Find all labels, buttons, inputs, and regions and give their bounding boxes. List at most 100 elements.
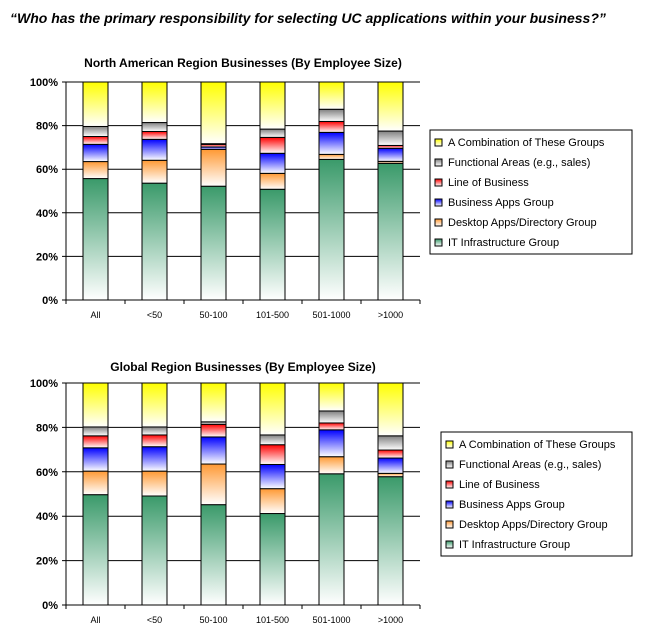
bar-segment: [82, 136, 109, 145]
bar-segment: [259, 513, 286, 606]
bar-segment: [82, 178, 109, 301]
bar-segment: [259, 81, 286, 130]
bar-segment: [318, 131, 345, 155]
bar-segment: [141, 122, 168, 132]
x-tick-label: 501-1000: [312, 310, 350, 320]
bar-segment: [377, 147, 404, 162]
bar-segment: [318, 473, 345, 606]
bar-segment: [200, 423, 227, 438]
y-tick-label: 40%: [36, 511, 58, 523]
bar-segment: [82, 382, 109, 428]
legend-label: Business Apps Group: [459, 499, 565, 511]
bar-segment: [318, 108, 345, 122]
x-tick-label: 50-100: [199, 310, 227, 320]
y-tick-label: 60%: [36, 164, 58, 176]
bar-segment: [259, 434, 286, 446]
legend-label: A Combination of These Groups: [459, 439, 616, 451]
bar-segment: [82, 470, 109, 496]
bar-segment: [377, 435, 404, 451]
x-tick-label: >1000: [378, 615, 403, 625]
bar-segment: [141, 182, 168, 301]
bar-segment: [259, 463, 286, 490]
bar-segment: [377, 162, 404, 301]
bar-segment: [82, 494, 109, 606]
y-tick-label: 40%: [36, 208, 58, 220]
bar-segment: [82, 447, 109, 472]
legend-swatch: [445, 440, 454, 449]
bar-segment: [200, 81, 227, 145]
bar-segment: [200, 504, 227, 606]
bar-segment: [82, 143, 109, 163]
bar-segment: [259, 382, 286, 436]
legend: A Combination of These Groups Functional …: [429, 129, 633, 255]
bar-segment: [141, 130, 168, 140]
bar-segment: [318, 410, 345, 424]
x-tick-label: >1000: [378, 310, 403, 320]
bar-segment: [259, 172, 286, 190]
bar-segment: [318, 153, 345, 160]
bar-segment: [200, 436, 227, 465]
bar-segment: [377, 130, 404, 146]
bar-segment: [377, 81, 404, 132]
y-tick-label: 60%: [36, 467, 58, 479]
bar-segment: [200, 463, 227, 506]
chart-1: North American Region Businesses (By Emp…: [30, 56, 633, 320]
legend-label: Line of Business: [448, 177, 529, 189]
bar-segment: [318, 158, 345, 301]
legend-label: Functional Areas (e.g., sales): [448, 157, 590, 169]
question-heading: “Who has the primary responsibility for …: [10, 10, 606, 26]
legend-swatch: [445, 500, 454, 509]
y-tick-label: 0%: [42, 295, 58, 307]
bar-segment: [377, 457, 404, 474]
bar-segment: [377, 382, 404, 437]
legend-label: A Combination of These Groups: [448, 137, 605, 149]
legend-swatch: [434, 218, 443, 227]
bar-segment: [141, 159, 168, 184]
bar-segment: [318, 81, 345, 110]
x-tick-label: 50-100: [199, 615, 227, 625]
x-tick-label: <50: [147, 615, 162, 625]
bar-segment: [141, 426, 168, 436]
legend-label: Functional Areas (e.g., sales): [459, 459, 601, 471]
bar-segment: [141, 382, 168, 428]
legend-label: IT Infrastructure Group: [448, 237, 559, 249]
bar-segment: [259, 128, 286, 138]
bar-segment: [259, 488, 286, 515]
legend-swatch: [434, 158, 443, 167]
bar-segment: [141, 495, 168, 606]
legend-swatch: [445, 460, 454, 469]
x-tick-label: 101-500: [256, 310, 289, 320]
legend-swatch: [445, 540, 454, 549]
legend-label: Line of Business: [459, 479, 540, 491]
y-tick-label: 20%: [36, 556, 58, 568]
legend-label: Desktop Apps/Directory Group: [448, 217, 597, 229]
bar-segment: [200, 185, 227, 301]
legend-swatch: [445, 520, 454, 529]
x-tick-label: All: [90, 615, 100, 625]
bar-segment: [259, 188, 286, 301]
chart-title: Global Region Businesses (By Employee Si…: [110, 360, 375, 374]
bar-segment: [259, 152, 286, 174]
y-tick-label: 20%: [36, 251, 58, 263]
y-tick-label: 100%: [30, 378, 58, 390]
bar-segment: [82, 125, 109, 137]
bar-segment: [82, 426, 109, 437]
bar-segment: [259, 444, 286, 465]
bar-segment: [318, 422, 345, 431]
y-tick-label: 80%: [36, 422, 58, 434]
bar-segment: [141, 434, 168, 448]
x-tick-label: <50: [147, 310, 162, 320]
legend-swatch: [445, 480, 454, 489]
y-tick-label: 80%: [36, 121, 58, 133]
x-tick-label: 501-1000: [312, 615, 350, 625]
bar-segment: [82, 435, 109, 449]
bar-segment: [141, 81, 168, 124]
bar-segment: [200, 382, 227, 423]
bar-segment: [318, 456, 345, 475]
bar-segment: [200, 148, 227, 187]
bar-segment: [141, 446, 168, 472]
x-tick-label: All: [90, 310, 100, 320]
bar-segment: [141, 138, 168, 161]
legend-swatch: [434, 138, 443, 147]
